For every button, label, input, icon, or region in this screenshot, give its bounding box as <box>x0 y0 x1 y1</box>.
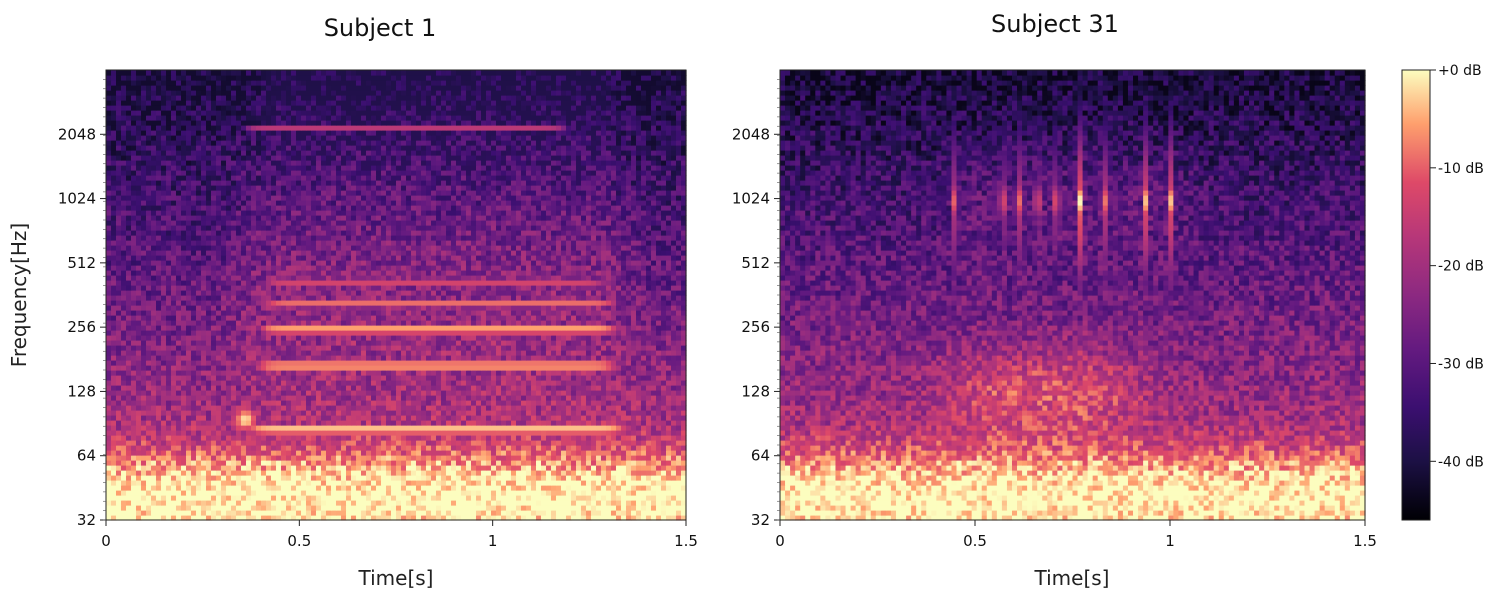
colorbar-gradient <box>1402 70 1430 520</box>
y-tick-label: 2048 <box>58 125 96 143</box>
colorbar-ticks: +0 dB -10 dB -20 dB -30 dB -40 dB <box>1430 63 1484 470</box>
panel-title: Subject 31 <box>991 10 1119 38</box>
x-axis-label: Time[s] <box>1034 566 1110 590</box>
y-tick-label: 512 <box>741 254 770 272</box>
y-tick-label: 128 <box>67 382 96 400</box>
y-tick-label: 1024 <box>732 190 770 208</box>
x-axis-ticks: 0 0.5 1 1.5 <box>775 520 1377 550</box>
spectrogram-plot-area <box>106 70 687 521</box>
y-axis-ticks: 32 64 128 256 512 1024 2048 <box>732 79 780 529</box>
panel-subject-31: Subject 31 0 0.5 1 1.5 32 64 128 256 512 1024 204… <box>732 10 1377 590</box>
x-tick-label: 1.5 <box>674 532 698 550</box>
y-tick-label: 64 <box>77 447 96 465</box>
x-tick-label: 0 <box>101 532 111 550</box>
colorbar-tick-label: -30 dB <box>1438 356 1484 372</box>
x-axis-ticks: 0 0.5 1 1.5 <box>101 520 698 550</box>
y-tick-label: 32 <box>77 511 96 529</box>
y-axis-label: Frequency[Hz] <box>7 223 31 367</box>
y-axis-ticks: 32 64 128 256 512 1024 2048 <box>58 79 106 529</box>
colorbar: +0 dB -10 dB -20 dB -30 dB -40 dB <box>1402 63 1484 520</box>
y-tick-label: 256 <box>741 318 770 336</box>
x-tick-label: 1.5 <box>1353 532 1377 550</box>
spectrogram-plot-area <box>780 70 1366 521</box>
x-tick-label: 0.5 <box>287 532 311 550</box>
y-tick-label: 128 <box>741 382 770 400</box>
colorbar-tick-label: -40 dB <box>1438 454 1484 470</box>
x-tick-label: 1 <box>488 532 498 550</box>
y-tick-label: 256 <box>67 318 96 336</box>
y-tick-label: 2048 <box>732 125 770 143</box>
panel-title: Subject 1 <box>324 14 437 42</box>
x-axis-label: Time[s] <box>358 566 434 590</box>
x-tick-label: 0 <box>775 532 785 550</box>
colorbar-tick-label: +0 dB <box>1438 63 1482 79</box>
colorbar-tick-label: -10 dB <box>1438 161 1484 177</box>
colorbar-tick-label: -20 dB <box>1438 259 1484 275</box>
y-tick-label: 1024 <box>58 190 96 208</box>
panel-subject-1: Subject 1 0 0.5 1 1.5 32 64 128 256 512 1024 2048… <box>7 14 698 590</box>
y-tick-label: 64 <box>751 447 770 465</box>
y-tick-label: 512 <box>67 254 96 272</box>
x-tick-label: 1 <box>1165 532 1175 550</box>
x-tick-label: 0.5 <box>963 532 987 550</box>
y-tick-label: 32 <box>751 511 770 529</box>
